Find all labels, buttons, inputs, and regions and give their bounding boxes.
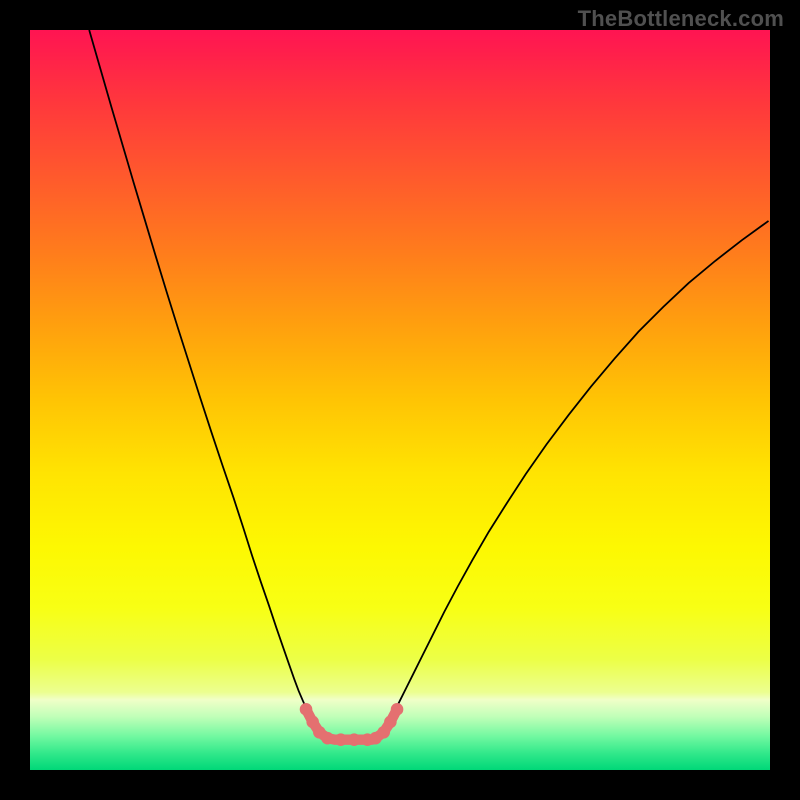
overlay-dot — [306, 716, 319, 729]
overlay-dot — [377, 726, 390, 739]
overlay-dot — [335, 733, 348, 746]
watermark-text: TheBottleneck.com — [578, 6, 784, 32]
chart-svg — [30, 30, 770, 770]
overlay-dot — [391, 703, 404, 716]
overlay-dot — [384, 716, 397, 729]
chart-frame: TheBottleneck.com — [0, 0, 800, 800]
chart-plot-area — [30, 30, 770, 770]
chart-background — [30, 30, 770, 770]
overlay-dot — [348, 733, 361, 746]
overlay-dot — [300, 703, 313, 716]
overlay-dot — [321, 732, 334, 745]
